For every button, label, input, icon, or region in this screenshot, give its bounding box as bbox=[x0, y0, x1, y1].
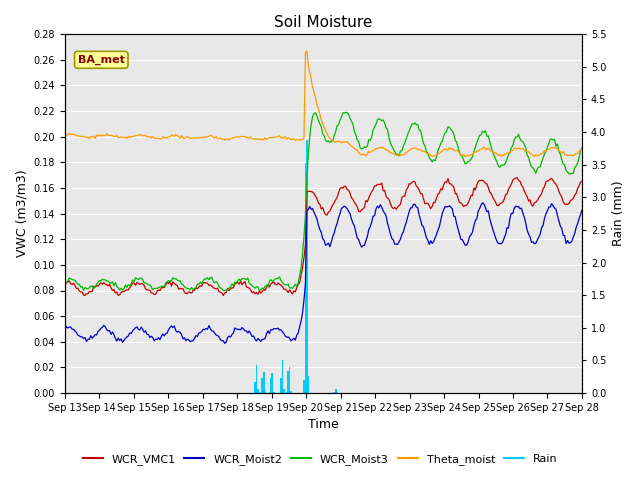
Bar bbox=[333, 392, 335, 393]
Bar bbox=[289, 367, 291, 393]
Bar bbox=[257, 389, 259, 393]
Bar bbox=[305, 163, 307, 393]
Bar bbox=[283, 389, 285, 393]
Bar bbox=[306, 140, 308, 393]
Bar bbox=[255, 365, 257, 393]
Y-axis label: VWC (m3/m3): VWC (m3/m3) bbox=[15, 170, 28, 257]
Bar bbox=[261, 378, 263, 393]
Bar bbox=[335, 389, 337, 393]
Bar bbox=[303, 380, 305, 393]
Y-axis label: Rain (mm): Rain (mm) bbox=[612, 181, 625, 246]
Bar bbox=[280, 378, 282, 393]
Bar bbox=[273, 392, 275, 393]
Text: BA_met: BA_met bbox=[78, 55, 125, 65]
Bar bbox=[286, 392, 287, 393]
Legend: WCR_VMC1, WCR_Moist2, WCR_Moist3, Theta_moist, Rain: WCR_VMC1, WCR_Moist2, WCR_Moist3, Theta_… bbox=[78, 450, 562, 469]
Title: Soil Moisture: Soil Moisture bbox=[274, 15, 372, 30]
Bar bbox=[270, 378, 272, 393]
Bar bbox=[290, 391, 292, 393]
X-axis label: Time: Time bbox=[308, 419, 339, 432]
Bar bbox=[307, 376, 309, 393]
Bar bbox=[254, 382, 256, 393]
Bar bbox=[287, 372, 289, 393]
Bar bbox=[263, 372, 264, 393]
Bar bbox=[282, 360, 284, 393]
Bar bbox=[264, 391, 266, 393]
Bar bbox=[271, 373, 273, 393]
